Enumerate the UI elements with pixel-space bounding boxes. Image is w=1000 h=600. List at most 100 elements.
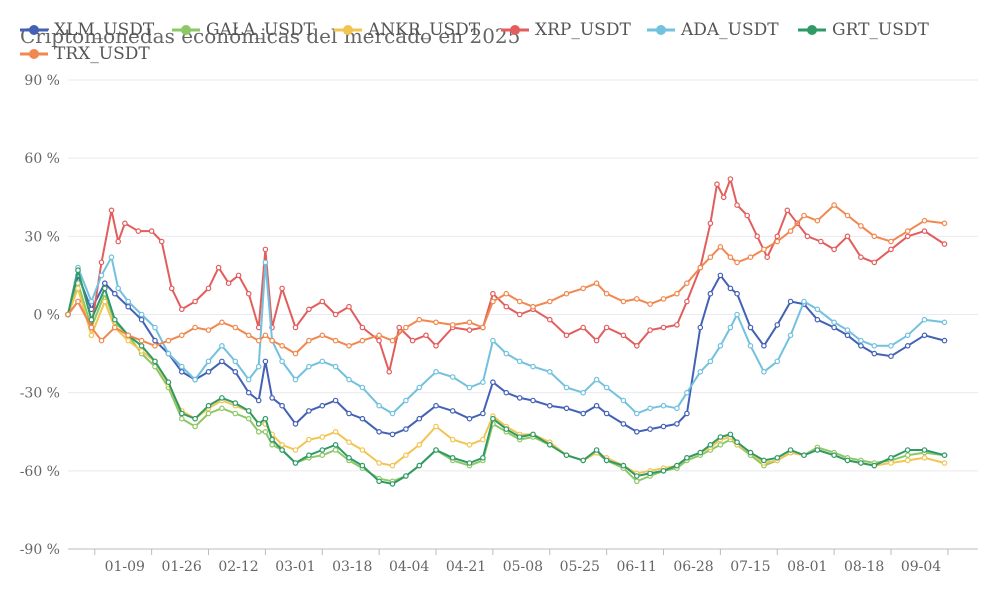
data-point [490, 415, 496, 422]
data-point [359, 462, 366, 469]
data-point [403, 473, 409, 479]
legend-item[interactable]: XLM_USDT [20, 20, 155, 40]
data-point [332, 363, 339, 370]
data-point [245, 376, 252, 383]
series-line [67, 178, 946, 373]
data-point [784, 207, 791, 214]
data-point [75, 267, 81, 274]
data-point [674, 421, 680, 427]
data-point [941, 241, 948, 247]
legend-item[interactable]: GRT_USDT [798, 20, 930, 40]
data-point [179, 410, 185, 417]
data-point [727, 176, 734, 182]
data-point [921, 316, 928, 323]
data-point [376, 402, 382, 409]
data-point [801, 298, 807, 305]
data-point [192, 423, 198, 430]
legend: XLM_USDT GALA_USDT ANKR_USDT XRP_USDT ADA_US… [20, 20, 930, 64]
data-point [192, 376, 198, 383]
data-point [858, 337, 864, 344]
data-point [262, 428, 269, 435]
data-point [904, 447, 911, 453]
data-point [888, 460, 894, 466]
data-point [65, 311, 71, 318]
data-point [580, 285, 587, 292]
data-point [449, 436, 456, 443]
data-point [720, 194, 727, 201]
data-point [660, 402, 667, 409]
data-point [707, 358, 714, 365]
legend-item[interactable]: GALA_USDT [172, 20, 316, 40]
legend-label: XRP_USDT [535, 20, 631, 40]
data-point [245, 389, 252, 396]
data-point [844, 212, 851, 219]
data-point [620, 332, 627, 339]
data-point [466, 327, 473, 333]
data-point [346, 439, 352, 446]
data-point [138, 342, 145, 349]
data-point [941, 220, 948, 227]
series-gala-usdt [65, 280, 948, 485]
data-point [319, 298, 326, 305]
data-point [165, 350, 172, 357]
data-point [319, 402, 326, 409]
data-point [603, 457, 610, 464]
data-point [269, 441, 275, 448]
legend-item[interactable]: ANKR_USDT [334, 20, 481, 40]
data-point [255, 397, 262, 404]
data-point [503, 290, 510, 297]
y-tick-label: -60 % [20, 464, 60, 480]
data-point [332, 337, 339, 344]
data-point [262, 259, 269, 266]
data-point [774, 454, 781, 461]
data-point [858, 254, 864, 261]
data-point [115, 238, 122, 245]
data-point [346, 410, 352, 417]
data-point [563, 405, 570, 412]
data-point [727, 254, 734, 261]
data-point [332, 447, 339, 453]
data-point [888, 342, 894, 349]
data-point [279, 342, 285, 349]
data-point [921, 454, 928, 461]
x-tick-label: 06-28 [673, 559, 713, 575]
data-point [761, 342, 767, 349]
data-point [319, 332, 326, 339]
legend-swatch-marker [181, 25, 191, 35]
data-point [734, 311, 740, 318]
data-point [888, 246, 894, 253]
data-point [814, 306, 821, 313]
data-point [647, 470, 653, 477]
data-point [858, 223, 864, 229]
x-axis: 01-09 01-26 02-12 03-01 03-18 04-04 04-21 05-08… [68, 548, 978, 575]
data-point [660, 467, 667, 474]
data-point [205, 285, 212, 292]
data-point [697, 324, 704, 331]
data-point [546, 316, 553, 323]
data-point [396, 324, 403, 331]
data-point [633, 342, 640, 349]
data-point [480, 410, 486, 417]
data-point [844, 332, 851, 339]
data-point [376, 428, 382, 435]
data-point [941, 452, 948, 459]
data-point [817, 238, 824, 245]
data-point [734, 290, 740, 297]
legend-item[interactable]: TRX_USDT [20, 44, 150, 64]
x-tick-label: 01-26 [161, 559, 201, 575]
data-point [433, 342, 439, 349]
data-point [122, 220, 128, 227]
legend-label: GALA_USDT [206, 20, 316, 40]
data-point [168, 285, 175, 292]
legend-item[interactable]: ADA_USDT [647, 20, 779, 40]
data-point [727, 324, 734, 331]
legend-label: ANKR_USDT [367, 20, 481, 40]
legend-item[interactable]: XRP_USDT [501, 20, 631, 40]
data-point [269, 337, 275, 344]
data-point [801, 212, 807, 219]
x-tick-label: 06-11 [616, 559, 656, 575]
data-point [717, 342, 724, 349]
data-point [480, 379, 486, 386]
data-point [761, 457, 767, 464]
